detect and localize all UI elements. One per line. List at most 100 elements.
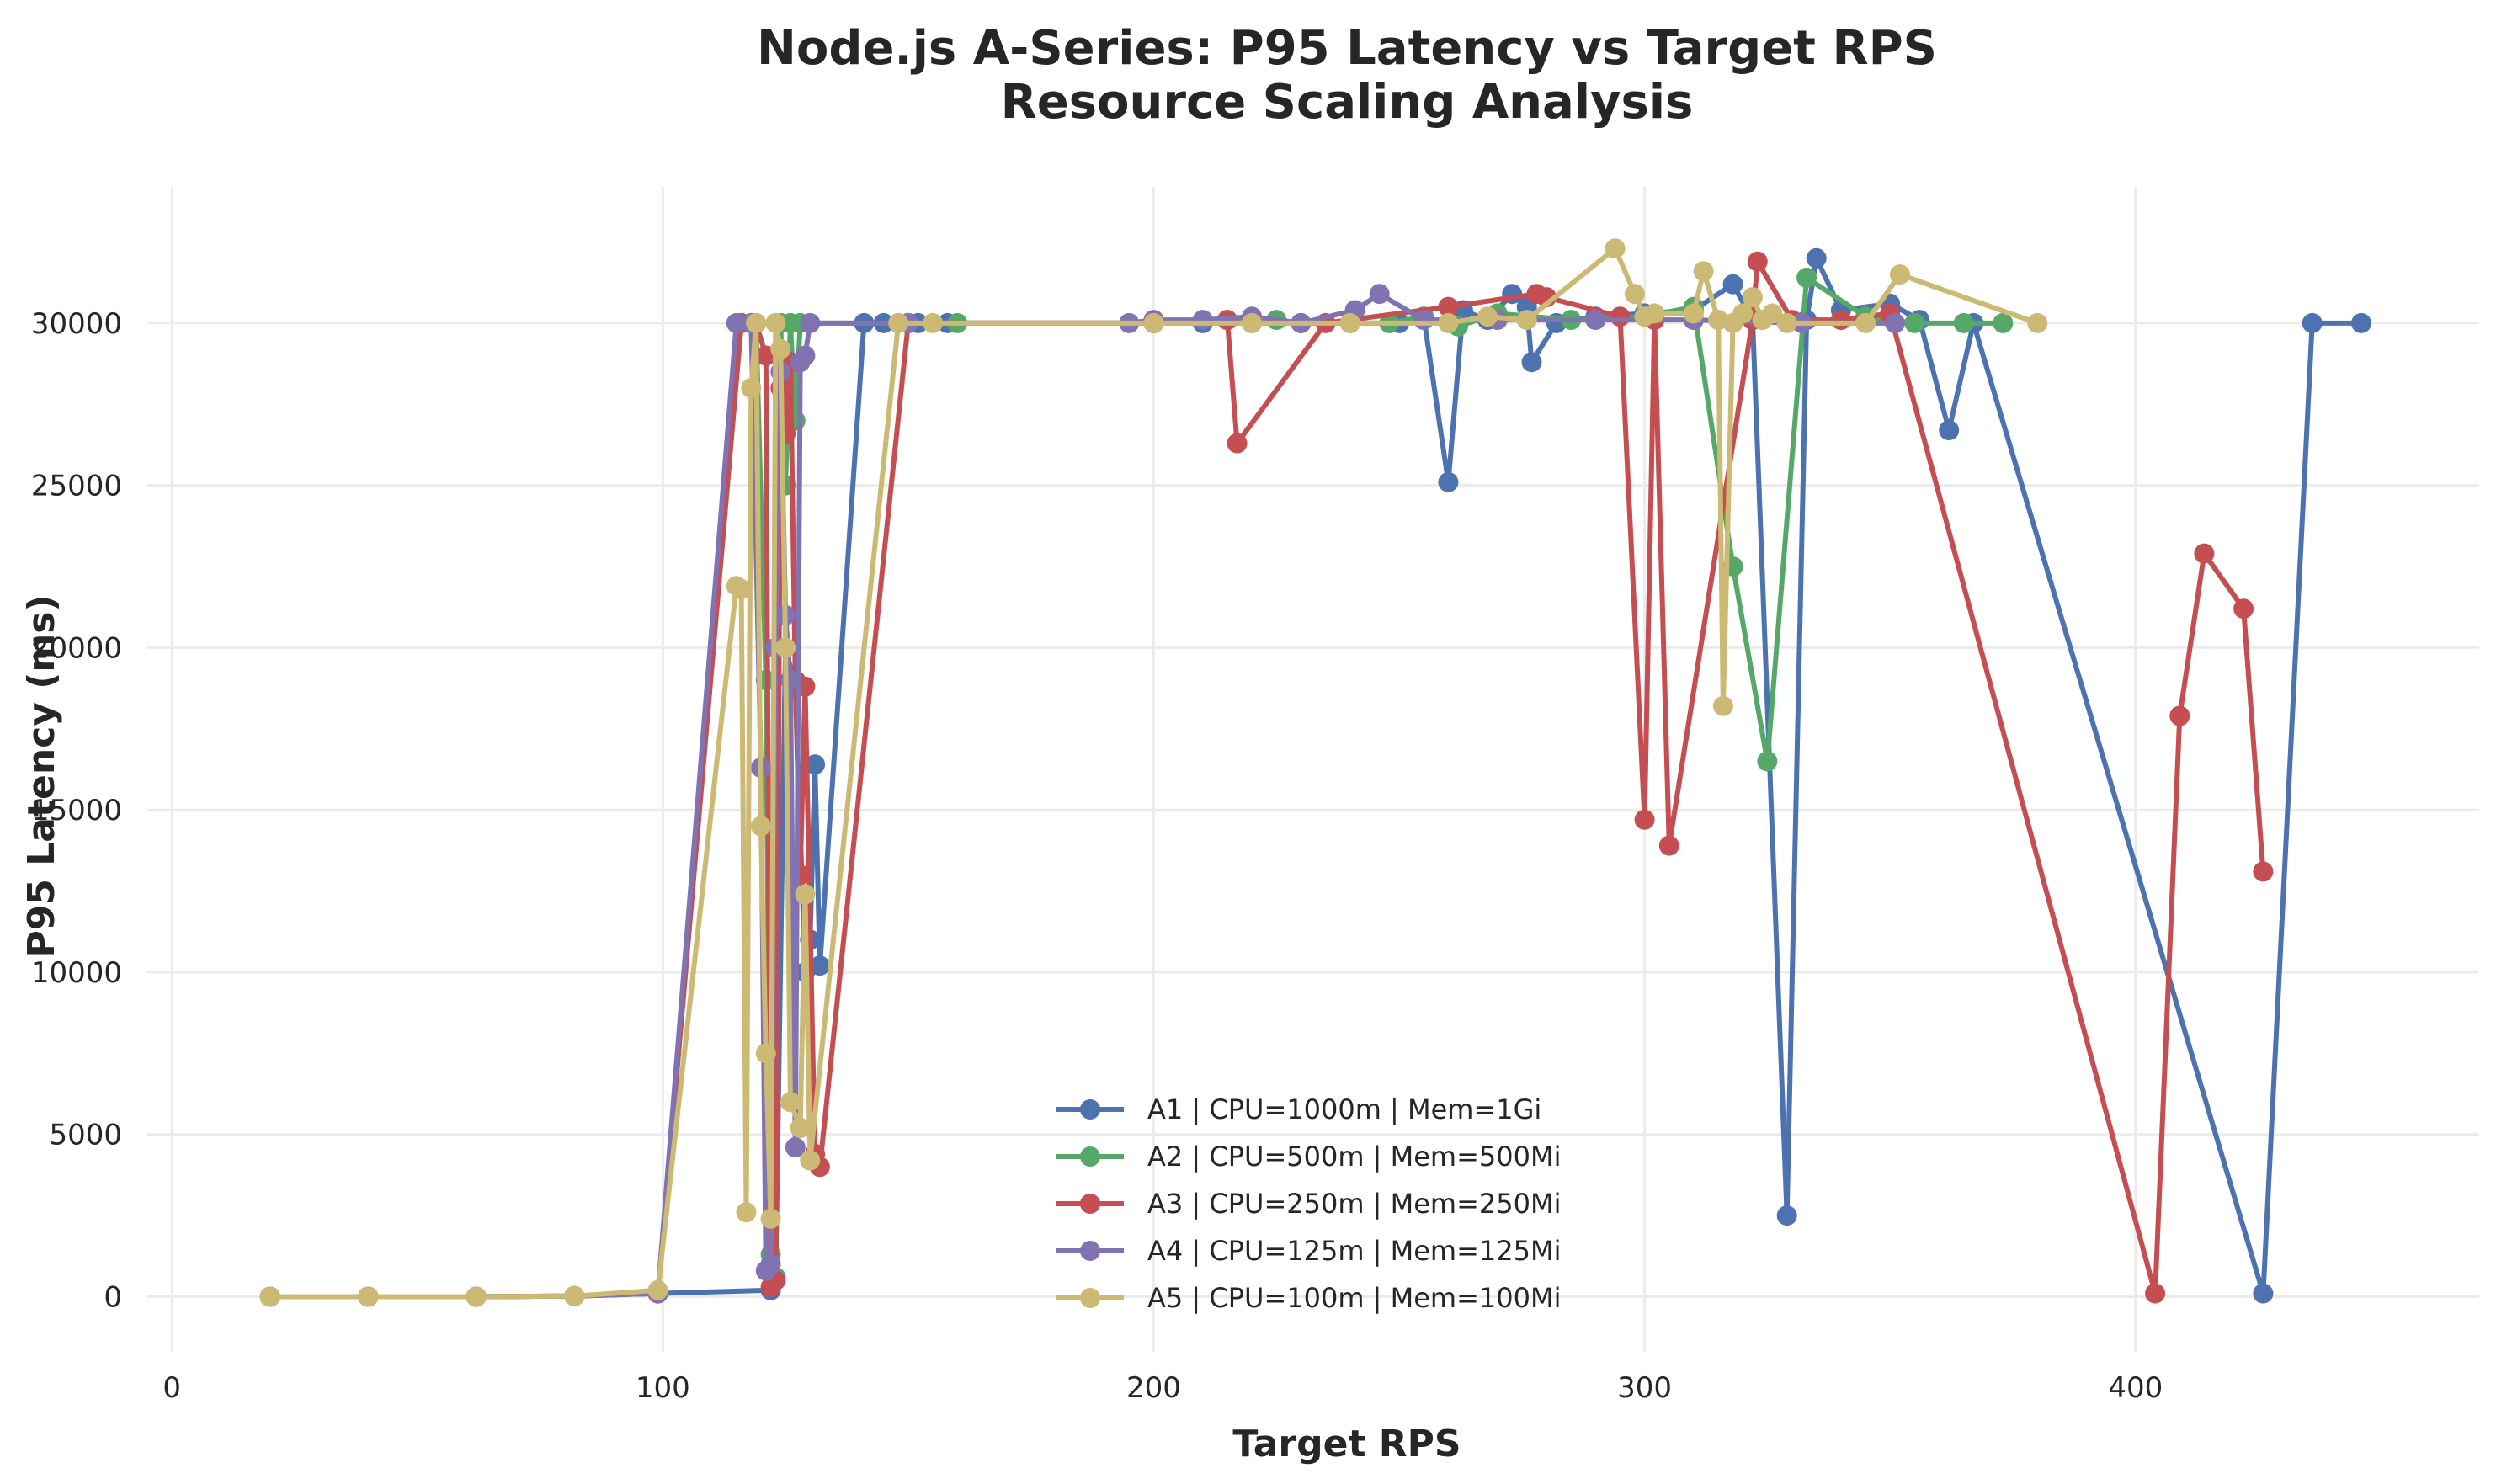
data-point	[1796, 267, 1817, 288]
x-axis-label: Target RPS	[1232, 1423, 1461, 1465]
data-point	[755, 1043, 776, 1064]
y-tick-label: 20000	[31, 631, 122, 665]
data-point	[2145, 1283, 2166, 1304]
data-point	[1438, 296, 1459, 317]
legend-item-a3: A3 | CPU=250m | Mem=250Mi	[1056, 1188, 1561, 1220]
legend-label: A3 | CPU=250m | Mem=250Mi	[1147, 1188, 1561, 1220]
y-tick-label: 15000	[31, 794, 122, 827]
data-point	[1722, 274, 1743, 295]
data-point	[1242, 312, 1263, 333]
data-point	[923, 312, 944, 333]
data-point	[1644, 303, 1665, 324]
legend-item-a1: A1 | CPU=1000m | Mem=1Gi	[1056, 1093, 1541, 1125]
data-point	[2253, 861, 2274, 882]
data-point	[1693, 261, 1714, 282]
legend-label: A1 | CPU=1000m | Mem=1Gi	[1147, 1093, 1541, 1125]
x-tick-label: 100	[636, 1371, 690, 1405]
data-point	[1658, 835, 1679, 856]
data-point	[564, 1285, 585, 1306]
data-point	[1742, 287, 1763, 308]
legend-marker	[1080, 1099, 1100, 1120]
data-point	[790, 1118, 811, 1138]
data-point	[760, 1253, 781, 1274]
y-tick-labels: 0 5000 10000 15000 20000 25000 30000	[31, 307, 122, 1315]
legend-marker	[1080, 1194, 1100, 1214]
data-point	[1605, 238, 1626, 259]
y-axis-label: P95 Latency (ms)	[20, 594, 63, 957]
chart-subtitle: Resource Scaling Analysis	[1001, 75, 1694, 130]
data-point	[809, 955, 830, 976]
data-point	[1634, 809, 1655, 830]
data-point	[775, 637, 796, 658]
legend-item-a5: A5 | CPU=100m | Mem=100Mi	[1056, 1282, 1561, 1314]
data-point	[765, 312, 786, 333]
y-tick-label: 0	[104, 1280, 122, 1314]
data-point	[1438, 471, 1459, 492]
data-point	[750, 816, 771, 837]
data-point	[800, 1150, 821, 1171]
data-point	[1438, 312, 1459, 333]
data-point	[1747, 251, 1768, 272]
data-point	[358, 1286, 379, 1307]
legend-label: A5 | CPU=100m | Mem=100Mi	[1147, 1282, 1561, 1314]
data-point	[785, 1137, 806, 1158]
data-point	[1625, 284, 1645, 305]
y-tick-label: 10000	[31, 956, 122, 990]
data-point	[1143, 312, 1164, 333]
legend-marker	[1080, 1146, 1100, 1167]
data-point	[1762, 303, 1783, 324]
data-point	[1776, 1205, 1797, 1226]
grid-lines	[147, 187, 2479, 1352]
data-point	[1477, 306, 1498, 327]
data-point	[466, 1286, 487, 1307]
data-point	[1757, 751, 1778, 772]
data-point	[1904, 312, 1925, 333]
data-point	[805, 754, 826, 775]
data-point	[2302, 312, 2323, 333]
legend-label: A4 | CPU=125m | Mem=125Mi	[1147, 1235, 1561, 1267]
data-point	[780, 1092, 801, 1113]
x-tick-label: 200	[1126, 1371, 1181, 1405]
data-point	[1227, 433, 1248, 454]
data-point	[1712, 695, 1733, 716]
series-group	[259, 238, 2371, 1307]
data-point	[2351, 312, 2371, 333]
legend-item-a2: A2 | CPU=500m | Mem=500Mi	[1056, 1141, 1561, 1173]
data-point	[731, 579, 752, 599]
data-point	[1339, 312, 1360, 333]
data-point	[888, 312, 909, 333]
data-point	[1585, 310, 1606, 331]
data-point	[1413, 310, 1434, 331]
data-point	[770, 338, 791, 359]
x-tick-labels: 0 100 200 300 400	[162, 1371, 2163, 1405]
data-point	[741, 378, 762, 398]
x-tick-label: 300	[1617, 1371, 1672, 1405]
data-point	[1889, 264, 1910, 285]
data-point	[1369, 284, 1390, 305]
data-point	[2233, 598, 2254, 620]
data-point	[1993, 312, 2014, 333]
data-point	[1953, 312, 1974, 333]
data-point	[760, 1208, 781, 1229]
legend: A1 | CPU=1000m | Mem=1Gi A2 | CPU=500m | …	[1056, 1093, 1561, 1314]
y-tick-label: 30000	[31, 307, 122, 341]
y-tick-label: 5000	[49, 1119, 122, 1152]
data-point	[1516, 310, 1537, 331]
data-point	[1806, 247, 1827, 269]
data-point	[1776, 312, 1797, 333]
data-point	[1885, 312, 1905, 333]
data-point	[726, 312, 747, 333]
series-line-a2	[269, 274, 2004, 1300]
data-point	[1830, 310, 1851, 331]
series-a2	[259, 267, 2014, 1307]
data-point	[1732, 303, 1754, 324]
data-point	[746, 312, 767, 333]
data-point	[2194, 543, 2215, 564]
data-point	[795, 345, 816, 366]
chart-title: Node.js A-Series: P95 Latency vs Target …	[757, 21, 1937, 76]
data-point	[1855, 312, 1876, 333]
data-point	[1683, 303, 1704, 324]
x-tick-label: 400	[2108, 1371, 2163, 1405]
data-point	[800, 312, 821, 333]
data-point	[795, 884, 816, 905]
